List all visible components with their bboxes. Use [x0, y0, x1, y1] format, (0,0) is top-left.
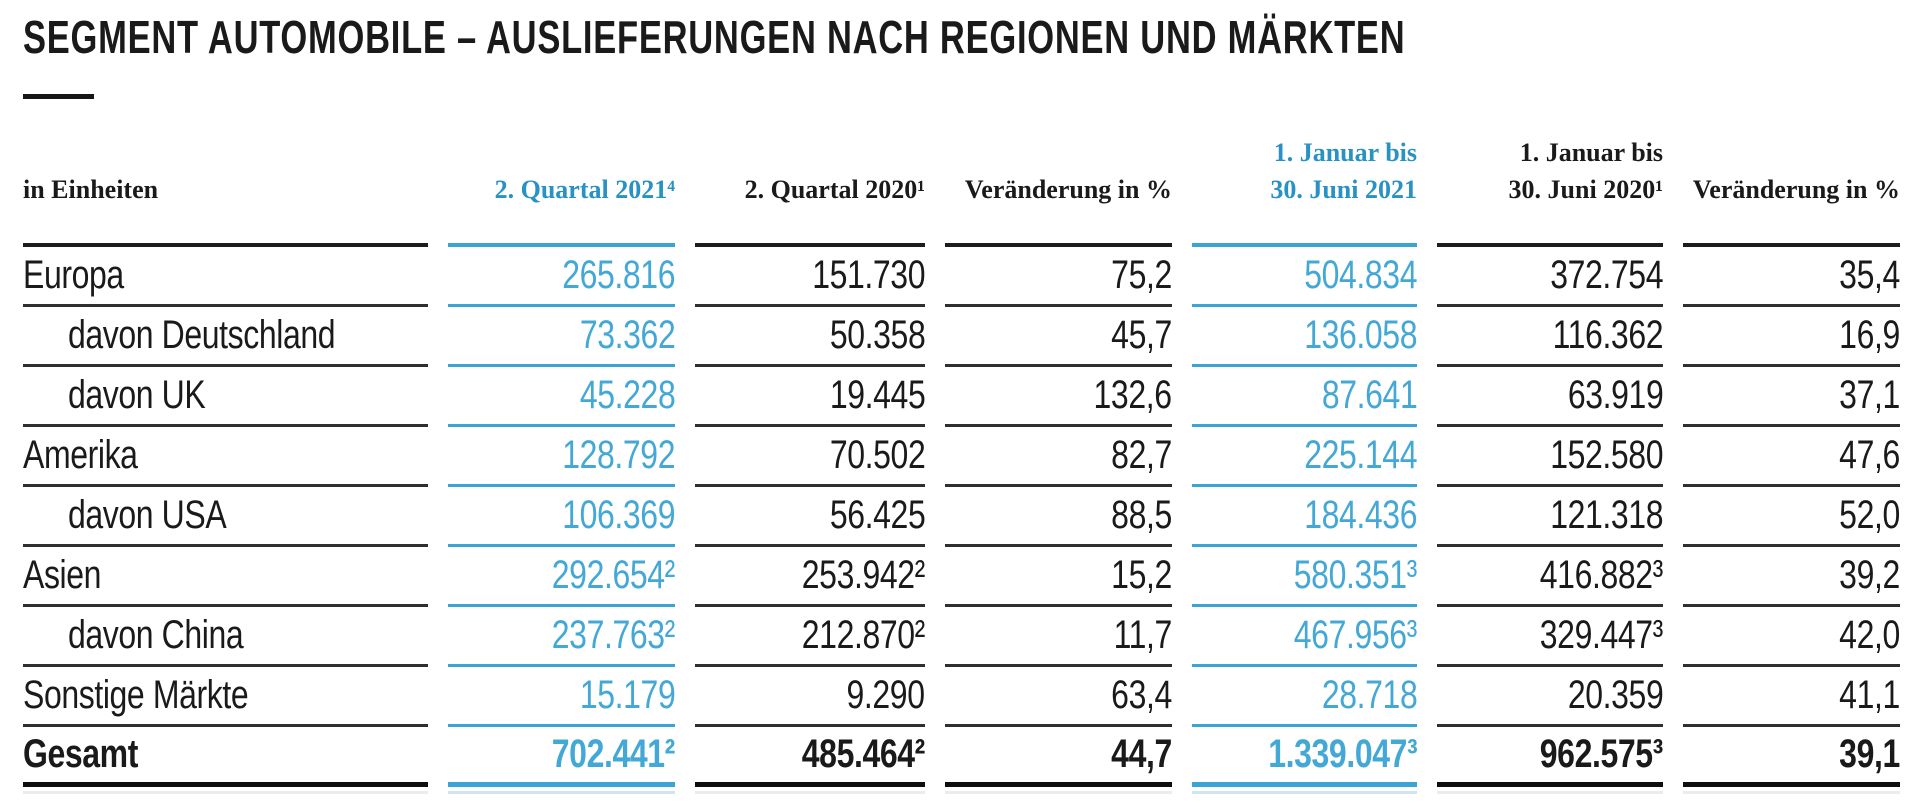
- cell-chg-halbjahr: 42,0: [1683, 607, 1900, 667]
- cell-hy-2020: 329.447³: [1437, 607, 1663, 667]
- cell-chg-quartal: 75,2: [945, 247, 1172, 307]
- cell-hy-2020: 116.362: [1437, 307, 1663, 367]
- column-header-hy-2021: 1. Januar bis 30. Juni 2021: [1192, 134, 1417, 247]
- page-title-text: SEGMENT AUTOMOBILE – AUSLIEFERUNGEN NACH…: [23, 11, 1406, 63]
- table-row: davon USA 106.369 56.425 88,5 184.436 12…: [23, 487, 1900, 547]
- cell-hy-2021: 580.351³: [1192, 547, 1417, 607]
- table-row: Asien 292.654² 253.942² 15,2 580.351³ 41…: [23, 547, 1900, 607]
- table-row: davon China 237.763² 212.870² 11,7 467.9…: [23, 607, 1900, 667]
- cell-chg-quartal: 88,5: [945, 487, 1172, 547]
- page-title: SEGMENT AUTOMOBILE – AUSLIEFERUNGEN NACH…: [23, 12, 1900, 62]
- cell-q2-2021: 73.362: [448, 307, 675, 367]
- cell-q2-2020: 151.730: [695, 247, 925, 307]
- cell-hy-2020: 121.318: [1437, 487, 1663, 547]
- row-label: davon UK: [23, 367, 428, 427]
- table-header-row: in Einheiten 2. Quartal 2021⁴ 2. Quartal…: [23, 134, 1900, 247]
- cell-q2-2021: 265.816: [448, 247, 675, 307]
- cell-q2-2021: 237.763²: [448, 607, 675, 667]
- cell-q2-2020: 56.425: [695, 487, 925, 547]
- cell-q2-2021: 45.228: [448, 367, 675, 427]
- title-dash-rule: [23, 94, 94, 99]
- cell-hy-2021: 28.718: [1192, 667, 1417, 727]
- cell-chg-halbjahr: 39,1: [1683, 727, 1900, 794]
- row-label: davon Deutschland: [23, 307, 428, 367]
- cell-chg-quartal: 82,7: [945, 427, 1172, 487]
- cell-hy-2020: 962.575³: [1437, 727, 1663, 794]
- cell-q2-2020: 50.358: [695, 307, 925, 367]
- cell-chg-quartal: 15,2: [945, 547, 1172, 607]
- cell-q2-2021: 292.654²: [448, 547, 675, 607]
- cell-hy-2020: 152.580: [1437, 427, 1663, 487]
- cell-q2-2020: 70.502: [695, 427, 925, 487]
- column-header-q2-2021: 2. Quartal 2021⁴: [448, 171, 675, 247]
- row-label: Asien: [23, 547, 428, 607]
- cell-chg-quartal: 45,7: [945, 307, 1172, 367]
- cell-q2-2021: 15.179: [448, 667, 675, 727]
- cell-q2-2021: 128.792: [448, 427, 675, 487]
- cell-hy-2021: 467.956³: [1192, 607, 1417, 667]
- table-row: Gesamt 702.441² 485.464² 44,7 1.339.047³…: [23, 727, 1900, 794]
- cell-q2-2020: 485.464²: [695, 727, 925, 794]
- cell-hy-2020: 372.754: [1437, 247, 1663, 307]
- cell-hy-2021: 184.436: [1192, 487, 1417, 547]
- row-label: Europa: [23, 247, 428, 307]
- cell-q2-2021: 106.369: [448, 487, 675, 547]
- table-row: davon Deutschland 73.362 50.358 45,7 136…: [23, 307, 1900, 367]
- cell-chg-halbjahr: 47,6: [1683, 427, 1900, 487]
- table-row: Sonstige Märkte 15.179 9.290 63,4 28.718…: [23, 667, 1900, 727]
- cell-hy-2021: 1.339.047³: [1192, 727, 1417, 794]
- cell-chg-halbjahr: 41,1: [1683, 667, 1900, 727]
- cell-chg-halbjahr: 16,9: [1683, 307, 1900, 367]
- table-row: Amerika 128.792 70.502 82,7 225.144 152.…: [23, 427, 1900, 487]
- column-header-hy-2020: 1. Januar bis 30. Juni 2020¹: [1437, 134, 1663, 247]
- cell-chg-halbjahr: 39,2: [1683, 547, 1900, 607]
- cell-q2-2020: 212.870²: [695, 607, 925, 667]
- cell-hy-2020: 416.882³: [1437, 547, 1663, 607]
- cell-chg-quartal: 44,7: [945, 727, 1172, 794]
- cell-hy-2020: 63.919: [1437, 367, 1663, 427]
- cell-hy-2021: 225.144: [1192, 427, 1417, 487]
- column-header-veraenderung-halbjahr: Veränderung in %: [1683, 171, 1900, 247]
- cell-chg-halbjahr: 35,4: [1683, 247, 1900, 307]
- cell-hy-2021: 136.058: [1192, 307, 1417, 367]
- cell-hy-2020: 20.359: [1437, 667, 1663, 727]
- column-header-q2-2020: 2. Quartal 2020¹: [695, 171, 925, 247]
- cell-q2-2020: 253.942²: [695, 547, 925, 607]
- cell-q2-2020: 9.290: [695, 667, 925, 727]
- cell-chg-halbjahr: 37,1: [1683, 367, 1900, 427]
- row-label: davon China: [23, 607, 428, 667]
- table-body: Europa 265.816 151.730 75,2 504.834 372.…: [23, 247, 1900, 794]
- cell-chg-halbjahr: 52,0: [1683, 487, 1900, 547]
- table-row: Europa 265.816 151.730 75,2 504.834 372.…: [23, 247, 1900, 307]
- unit-label: in Einheiten: [23, 175, 159, 204]
- cell-hy-2021: 504.834: [1192, 247, 1417, 307]
- column-header-unit: in Einheiten: [23, 171, 428, 247]
- cell-chg-quartal: 132,6: [945, 367, 1172, 427]
- cell-q2-2020: 19.445: [695, 367, 925, 427]
- cell-q2-2021: 702.441²: [448, 727, 675, 794]
- row-label: davon USA: [23, 487, 428, 547]
- row-label: Sonstige Märkte: [23, 667, 428, 727]
- row-label: Gesamt: [23, 727, 428, 794]
- column-header-veraenderung-quartal: Veränderung in %: [945, 171, 1172, 247]
- row-label: Amerika: [23, 427, 428, 487]
- cell-chg-quartal: 63,4: [945, 667, 1172, 727]
- table-row: davon UK 45.228 19.445 132,6 87.641 63.9…: [23, 367, 1900, 427]
- cell-hy-2021: 87.641: [1192, 367, 1417, 427]
- cell-chg-quartal: 11,7: [945, 607, 1172, 667]
